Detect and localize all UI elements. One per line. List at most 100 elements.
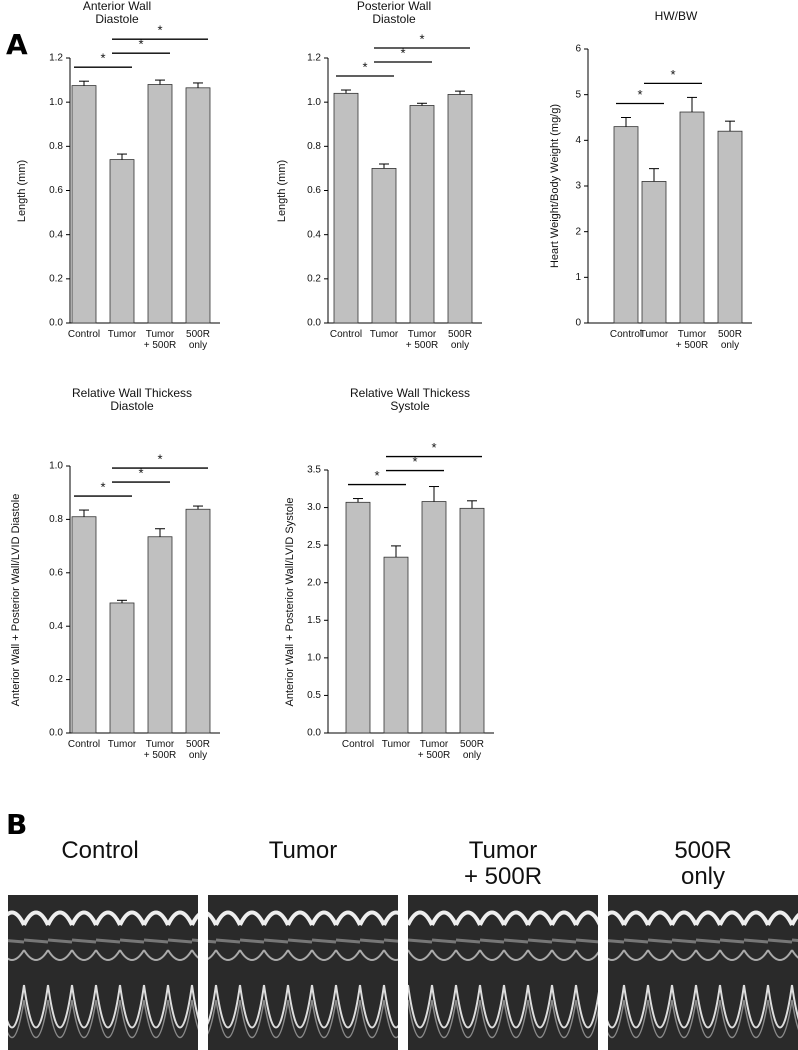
y-axis-label: Anterior Wall + Posterior Wall/LVID Syst… xyxy=(283,497,296,706)
chart-title: Posterior Wall Diastole xyxy=(356,0,432,27)
x-tick-label: 500R only xyxy=(718,329,742,351)
y-tick-label: 4 xyxy=(575,135,581,146)
x-tick-label: 500R only xyxy=(460,739,484,761)
y-tick-label: 1.0 xyxy=(49,97,63,108)
echo-label: Control xyxy=(61,837,139,864)
bar xyxy=(459,507,485,734)
chart-title: Relative Wall Thickess Systole xyxy=(349,386,471,414)
y-tick-label: 0.5 xyxy=(307,690,321,701)
x-tick-label: 500R only xyxy=(186,329,210,351)
x-tick-label: Tumor + 500R xyxy=(405,329,439,351)
echo-image xyxy=(8,895,198,1050)
y-tick-label: 6 xyxy=(575,44,581,55)
chart-title: HW/BW xyxy=(654,9,698,23)
x-tick-label: Tumor xyxy=(369,329,399,340)
significance-label: * xyxy=(157,451,162,466)
y-tick-label: 0.6 xyxy=(49,567,63,578)
y-tick-label: 0.0 xyxy=(307,318,321,329)
y-tick-label: 1.2 xyxy=(307,53,321,64)
y-tick-label: 1.0 xyxy=(49,461,63,472)
bar xyxy=(185,508,211,734)
bar xyxy=(447,94,473,324)
significance-label: * xyxy=(419,31,424,46)
significance-label: * xyxy=(157,23,162,38)
bar xyxy=(109,602,135,734)
bar xyxy=(345,501,371,734)
y-tick-label: 3.0 xyxy=(307,502,321,513)
y-tick-label: 2.5 xyxy=(307,540,321,551)
y-tick-label: 1.0 xyxy=(307,97,321,108)
bar xyxy=(679,111,705,324)
y-tick-label: 0.8 xyxy=(49,141,63,152)
y-tick-label: 0 xyxy=(575,318,581,329)
y-axis-label: Anterior Wall + Posterior Wall/LVID Dias… xyxy=(9,493,22,706)
bar xyxy=(421,501,447,734)
y-tick-label: 0.8 xyxy=(307,141,321,152)
echo-image xyxy=(608,895,798,1050)
y-tick-label: 0.0 xyxy=(307,728,321,739)
x-tick-label: Tumor xyxy=(639,329,669,340)
bar xyxy=(71,516,97,734)
chart-title: Relative Wall Thickess Diastole xyxy=(71,386,193,414)
chart-title: Anterior Wall Diastole xyxy=(82,0,152,27)
x-tick-label: Control xyxy=(67,329,101,340)
bar xyxy=(383,556,409,734)
y-axis-label: Length (mm) xyxy=(15,159,28,222)
y-tick-label: 5 xyxy=(575,89,581,100)
y-tick-label: 0.6 xyxy=(49,185,63,196)
bar xyxy=(109,159,135,324)
bar xyxy=(371,168,397,324)
significance-label: * xyxy=(412,454,417,469)
significance-label: * xyxy=(374,468,379,483)
echo-image xyxy=(208,895,398,1050)
x-tick-label: 500R only xyxy=(186,739,210,761)
y-tick-label: 0.0 xyxy=(49,728,63,739)
y-tick-label: 0.2 xyxy=(49,273,63,284)
x-tick-label: Tumor xyxy=(381,739,411,750)
x-tick-label: Tumor + 500R xyxy=(143,739,177,761)
x-tick-label: Control xyxy=(341,739,375,750)
bar xyxy=(147,84,173,324)
y-tick-label: 0.8 xyxy=(49,514,63,525)
panel-label: B xyxy=(6,808,28,841)
y-tick-label: 0.2 xyxy=(49,674,63,685)
echo-label: Tumor + 500R xyxy=(463,837,543,891)
y-axis-label: Heart Weight/Body Weight (mg/g) xyxy=(548,103,561,269)
significance-label: * xyxy=(100,479,105,494)
significance-label: * xyxy=(400,45,405,60)
significance-label: * xyxy=(362,59,367,74)
y-tick-label: 0.4 xyxy=(49,229,63,240)
x-tick-label: Tumor + 500R xyxy=(417,739,451,761)
bar xyxy=(717,130,743,324)
y-tick-label: 0.4 xyxy=(49,621,63,632)
bar xyxy=(641,181,667,324)
x-tick-label: Control xyxy=(67,739,101,750)
y-tick-label: 1.0 xyxy=(307,652,321,663)
significance-label: * xyxy=(431,440,436,455)
bar xyxy=(613,126,639,324)
y-tick-label: 3.5 xyxy=(307,465,321,476)
significance-label: * xyxy=(100,51,105,66)
y-tick-label: 1.2 xyxy=(49,53,63,64)
y-tick-label: 2.0 xyxy=(307,577,321,588)
x-tick-label: Tumor xyxy=(107,329,137,340)
y-tick-label: 0.0 xyxy=(49,318,63,329)
significance-label: * xyxy=(637,87,642,102)
significance-label: * xyxy=(670,67,675,82)
y-tick-label: 0.6 xyxy=(307,185,321,196)
x-tick-label: 500R only xyxy=(448,329,472,351)
y-tick-label: 2 xyxy=(575,226,581,237)
x-tick-label: Control xyxy=(329,329,363,340)
x-tick-label: Tumor + 500R xyxy=(675,329,709,351)
bar xyxy=(71,85,97,324)
echo-image xyxy=(408,895,598,1050)
echo-label: Tumor xyxy=(268,837,338,864)
x-tick-label: Tumor xyxy=(107,739,137,750)
x-tick-label: Tumor + 500R xyxy=(143,329,177,351)
echo-label: 500R only xyxy=(674,837,732,891)
significance-label: * xyxy=(138,465,143,480)
x-tick-label: Control xyxy=(609,329,643,340)
y-tick-label: 0.2 xyxy=(307,273,321,284)
